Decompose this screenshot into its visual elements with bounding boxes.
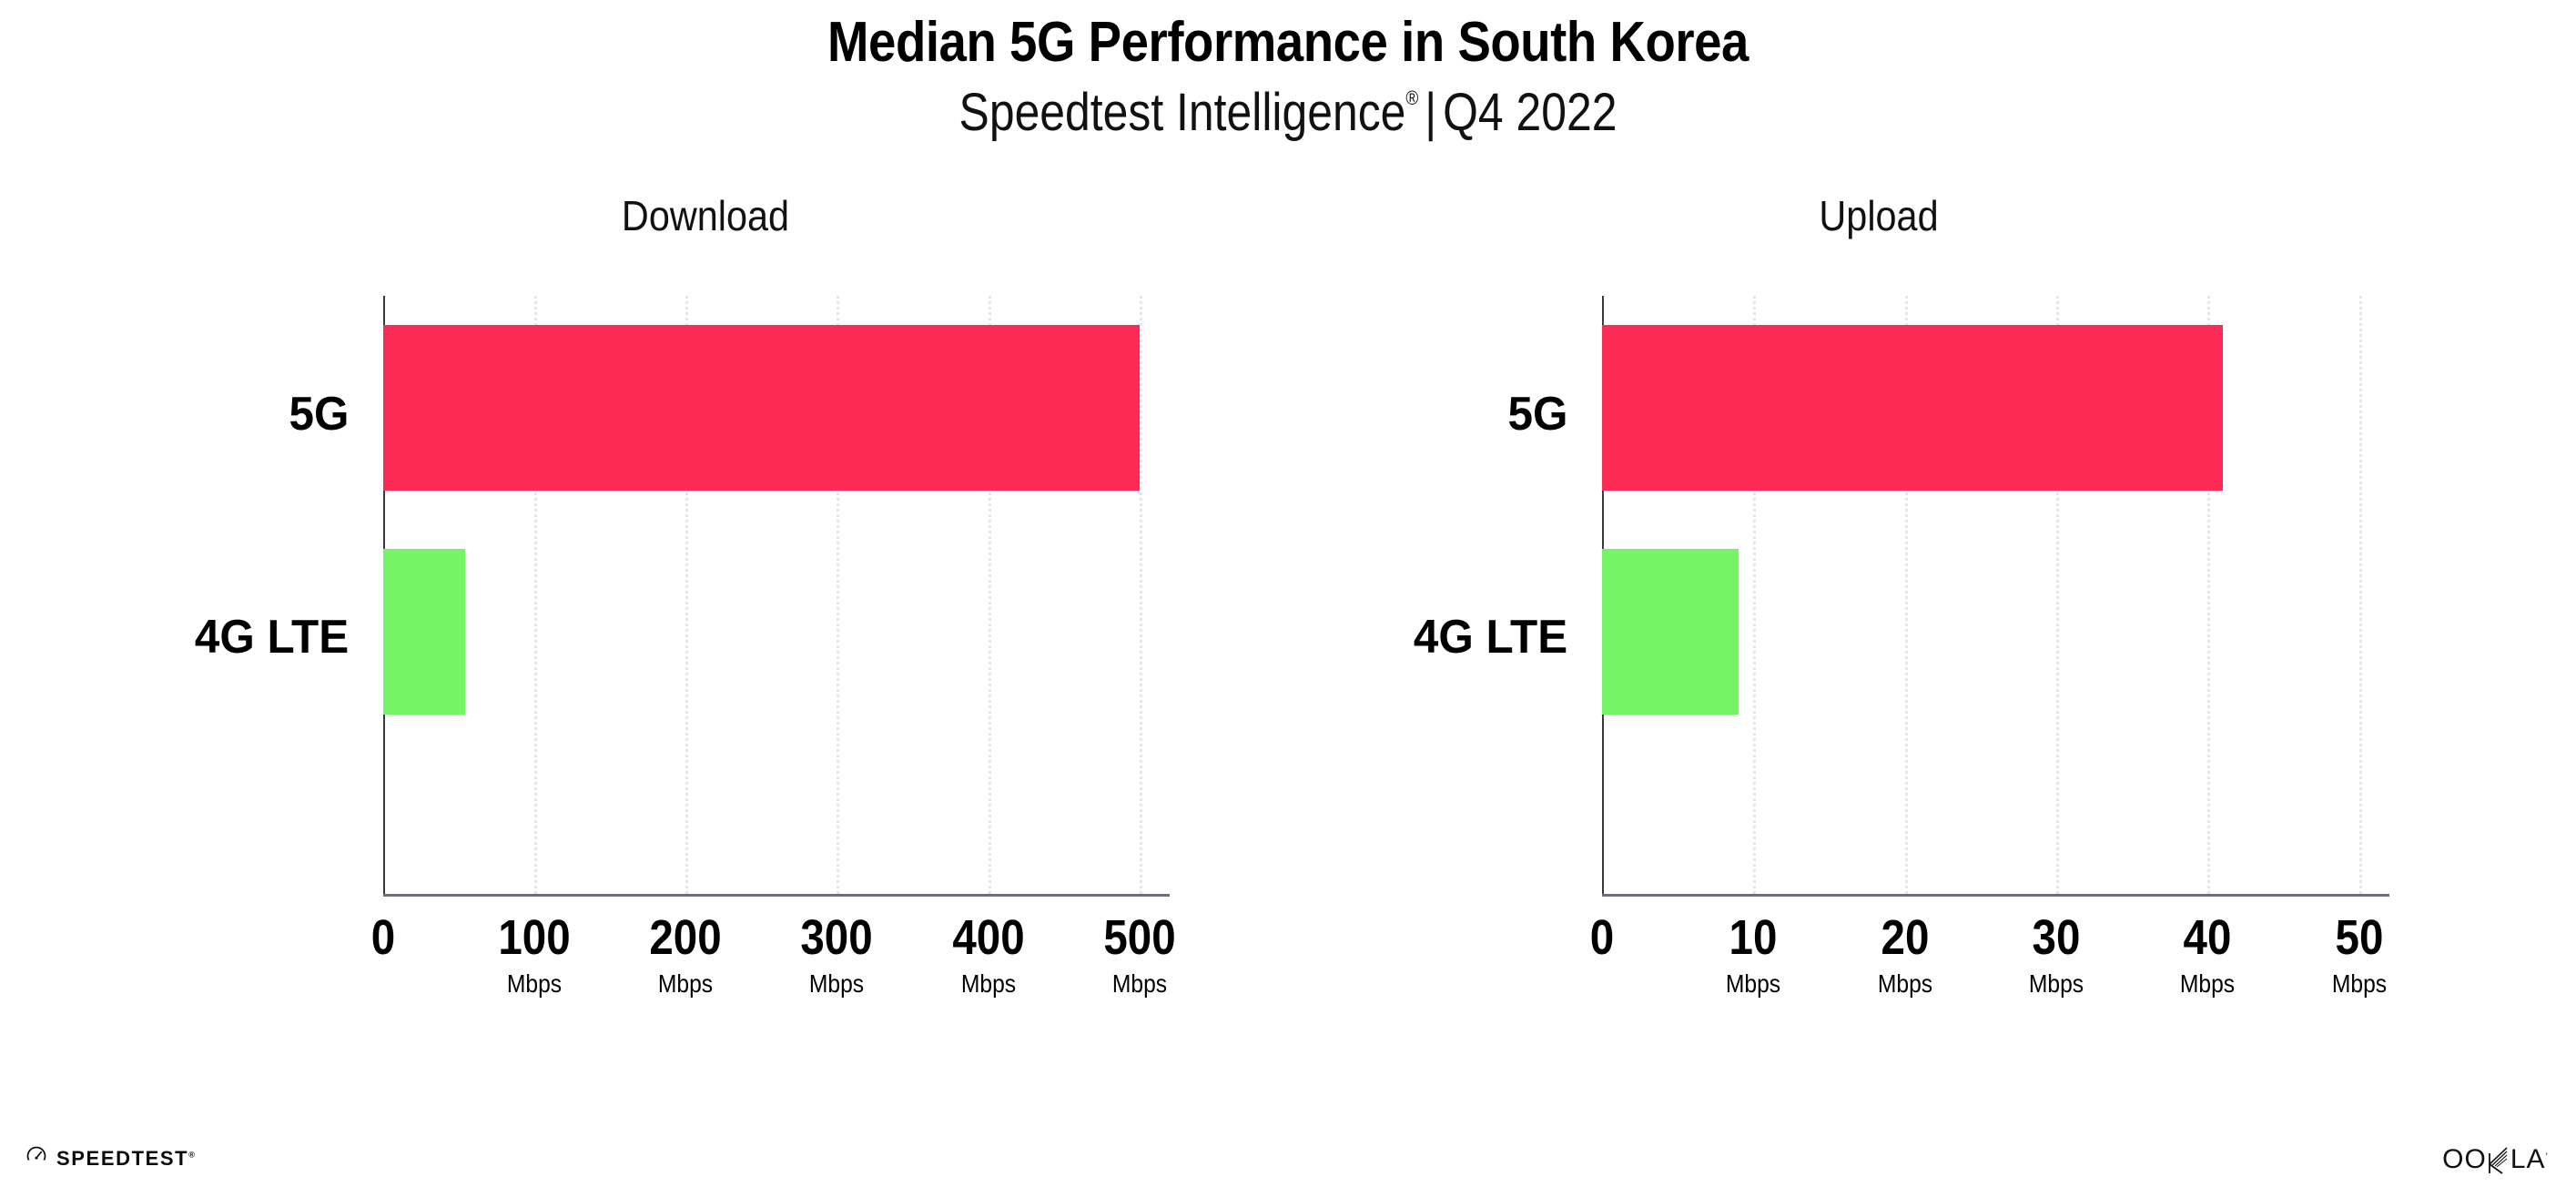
ookla-wordmark-left: OO	[2442, 1144, 2487, 1174]
x-tick-unit: Mbps	[809, 969, 865, 998]
panel-upload: Upload 5G 4G LTE 0 10 Mbps 20 Mbps 30 Mbps 40 Mb…	[1288, 191, 2576, 1083]
x-tick-value: 200	[649, 910, 722, 965]
x-tick: 20 Mbps	[1873, 913, 1935, 997]
plot-area-download: 5G 4G LTE 0 100 Mbps 200 Mbps 300 Mbps 400 Mbps 5…	[195, 296, 1175, 997]
x-tick-value: 0	[1589, 910, 1615, 965]
panel-download: Download 5G 4G LTE 0 100 Mbps 200 Mbps 300 Mbp…	[0, 191, 1288, 1083]
panel-title-download: Download	[621, 192, 790, 239]
x-tick-unit: Mbps	[2180, 969, 2236, 998]
x-tick-unit: Mbps	[1877, 969, 1932, 998]
x-tick-value: 100	[498, 910, 571, 965]
x-tick: 300 Mbps	[796, 913, 877, 997]
bar-4glte-upload	[1602, 549, 1739, 715]
gridline	[988, 296, 994, 894]
speedtest-logo: SPEEDTEST®	[25, 1145, 195, 1172]
speedtest-wordmark: SPEEDTEST	[56, 1146, 189, 1170]
x-ticks-download: 0 100 Mbps 200 Mbps 300 Mbps 400 Mbps 500 Mbps	[371, 897, 1176, 1006]
x-axis-line-upload	[1602, 894, 2389, 897]
subtitle-divider: |	[1425, 83, 1437, 143]
x-tick-value: 300	[800, 910, 874, 965]
x-tick-value: 500	[1103, 910, 1176, 965]
ookla-wordmark-right: LA	[2510, 1144, 2546, 1174]
x-axis-line-download	[383, 894, 1170, 897]
ookla-registered-mark: ’	[2545, 1151, 2549, 1162]
page-title: Median 5G Performance in South Korea	[827, 11, 1749, 74]
chart-panels: Download 5G 4G LTE 0 100 Mbps 200 Mbps 300 Mbp…	[0, 191, 2576, 1083]
x-tick: 10 Mbps	[1722, 913, 1784, 997]
x-tick-value: 40	[2183, 910, 2232, 965]
x-tick: 30 Mbps	[2025, 913, 2087, 997]
category-label-4glte-upload: 4G LTE	[1413, 611, 1567, 664]
category-label-5g-download: 5G	[289, 388, 349, 441]
subtitle-period: Q4 2022	[1443, 83, 1618, 143]
ookla-logo: OO LA ’	[2442, 1144, 2549, 1175]
bar-5g-download	[383, 325, 1140, 491]
x-tick-unit: Mbps	[507, 969, 563, 998]
gridline	[837, 296, 842, 894]
x-tick: 400 Mbps	[948, 913, 1029, 997]
x-tick-value: 30	[2032, 910, 2081, 965]
x-tick: 0	[370, 913, 397, 962]
gridline	[1139, 296, 1145, 894]
x-tick-unit: Mbps	[960, 969, 1016, 998]
x-tick: 50 Mbps	[2328, 913, 2389, 997]
category-label-5g-upload: 5G	[1507, 388, 1567, 441]
registered-mark: ®	[1405, 86, 1419, 109]
x-tick: 100 Mbps	[493, 913, 575, 997]
plot-area-upload: 5G 4G LTE 0 10 Mbps 20 Mbps 30 Mbps 40 Mbps 50 Mbp…	[1414, 296, 2389, 997]
x-tick-value: 0	[370, 910, 396, 965]
gridline	[2207, 296, 2213, 894]
chart-header: Median 5G Performance in South Korea Spe…	[0, 0, 2576, 144]
gridline	[2056, 296, 2062, 894]
x-tick-unit: Mbps	[2331, 969, 2387, 998]
x-tick: 500 Mbps	[1099, 913, 1181, 997]
ookla-k-icon	[2487, 1146, 2510, 1175]
chart-subtitle: Speedtest Intelligence® | Q4 2022	[180, 83, 2396, 144]
bar-5g-upload	[1602, 325, 2224, 491]
gridline	[1904, 296, 1911, 894]
gridline	[685, 296, 691, 894]
speedtest-registered-mark: ®	[188, 1150, 195, 1160]
speedometer-icon	[25, 1145, 47, 1172]
x-ticks-upload: 0 10 Mbps 20 Mbps 30 Mbps 40 Mbps 50 Mbps	[1590, 897, 2389, 1006]
panel-title-upload: Upload	[1819, 192, 1939, 239]
x-tick: 40 Mbps	[2176, 913, 2238, 997]
gridline	[534, 296, 540, 894]
bar-4glte-download	[383, 549, 465, 715]
x-tick-value: 50	[2335, 910, 2384, 965]
x-tick-unit: Mbps	[1726, 969, 1781, 998]
x-tick-unit: Mbps	[1111, 969, 1167, 998]
speedtest-logo-text: SPEEDTEST®	[56, 1147, 195, 1171]
x-tick-unit: Mbps	[658, 969, 714, 998]
x-tick-unit: Mbps	[2028, 969, 2084, 998]
gridline	[1753, 296, 1759, 894]
x-tick-value: 400	[951, 910, 1025, 965]
x-tick: 200 Mbps	[644, 913, 726, 997]
subtitle-product: Speedtest Intelligence	[958, 83, 1406, 143]
footer: SPEEDTEST® OO LA ’	[0, 1097, 2576, 1197]
x-tick-value: 10	[1729, 910, 1778, 965]
x-tick-value: 20	[1881, 910, 1930, 965]
gridline	[2358, 296, 2365, 894]
category-label-4glte-download: 4G LTE	[194, 611, 349, 664]
x-tick: 0	[1588, 913, 1616, 962]
